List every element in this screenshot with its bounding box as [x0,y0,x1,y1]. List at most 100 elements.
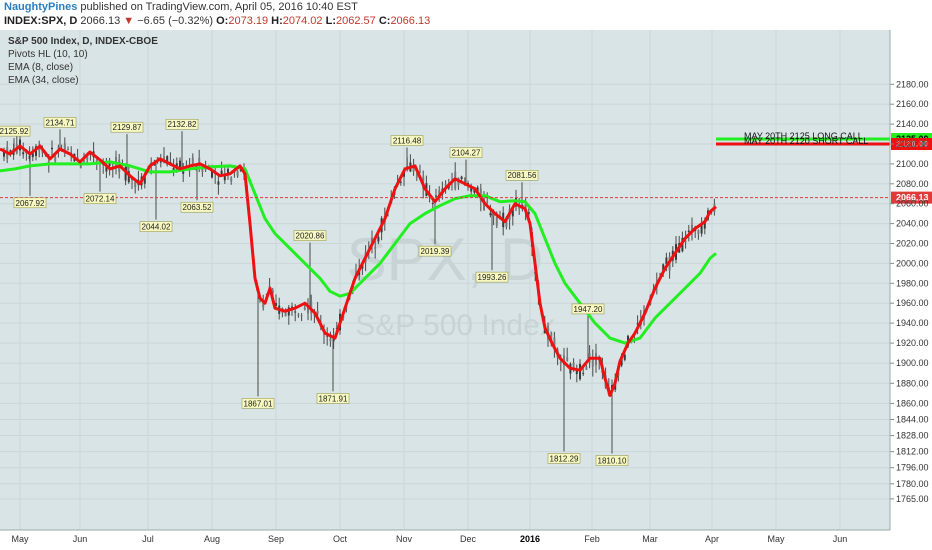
y-tick-label: 1940.00 [896,318,929,328]
candle-body [412,165,415,172]
pivot-label-box [139,221,173,232]
pivot-label: 2063.52 [183,203,212,212]
pivot-label: 2132.82 [168,120,197,129]
pivot-label: 1993.26 [478,273,507,282]
ema-8-line [0,144,717,397]
y-tick-label: 1844.00 [896,414,929,424]
candle-body [143,173,146,184]
x-tick-label: Aug [204,534,220,544]
candle-body [211,170,213,178]
candle-body [307,305,309,314]
axis-background [890,30,932,550]
low-value: 2062.57 [336,15,376,27]
pivot-label-box [595,455,629,466]
y-tick-label: 2160.00 [896,99,929,109]
candle-body [300,315,303,317]
y-tick-label: 2140.00 [896,119,929,129]
candle-body [236,170,239,177]
candle-body [492,214,495,217]
y-tick-label: 1860.00 [896,398,929,408]
candle-body [303,307,306,310]
chart-header: NaughtyPines published on TradingView.co… [0,0,932,30]
candle-body [163,156,165,160]
pivot-label: 2125.92 [0,127,29,136]
candle-body [57,147,60,149]
symbol-line: INDEX:SPX, D 2066.13 ▼ −6.65 (−0.32%) O:… [4,15,430,27]
x-tick-label: Sep [268,534,284,544]
y-tick-label: 1880.00 [896,378,929,388]
candle-body [662,264,665,273]
candle-body [444,184,447,186]
pivot-label: 1867.01 [244,399,273,408]
time-axis[interactable]: May Jun Jul Aug Sep Oct Nov Dec 2016 Feb Mar Apr May… [0,529,890,544]
candle-body [435,195,437,197]
pivot-label-box [316,393,350,404]
open-value: 2073.19 [228,15,269,27]
x-tick-label: Feb [584,534,600,544]
symbol-name[interactable]: INDEX:SPX, D [4,15,78,27]
high-label: H: [271,15,283,27]
x-tick-label: May [11,534,29,544]
pivot-label-box [165,118,199,130]
candle-body [316,310,319,314]
x-tick-label: Oct [333,534,348,544]
y-tick-label: 2060.00 [896,199,929,209]
candle-body [217,181,220,185]
y-tick-label: 2000.00 [896,258,929,268]
pivot-label: 2129.87 [113,123,142,132]
candle-body [582,372,585,374]
y-tick-label: 1765.00 [896,494,929,504]
publish-line: NaughtyPines published on TradingView.co… [4,1,358,13]
candle-body [134,181,137,188]
pivot-label: 1812.29 [550,454,579,463]
pivot-label: 1810.10 [598,457,627,466]
candle-body [415,176,418,178]
candle-body [179,160,181,167]
candle-body [22,152,25,155]
candle-body [518,206,521,209]
candle-body [51,147,53,150]
legend: S&P 500 Index, D, INDEX-CBOE Pivots HL (… [8,36,158,86]
y-tick-label: 1960.00 [896,298,929,308]
pivot-label: 2134.71 [46,118,75,127]
y-tick-label: 2100.00 [896,159,929,169]
author-link[interactable]: NaughtyPines [4,1,78,13]
candle-body [105,166,108,172]
candle-body [470,186,473,192]
level-tag [891,138,932,150]
candle-body [284,310,287,317]
candle-body [63,143,66,153]
candle-body [79,164,82,168]
pivot-labels: 2125.92 2134.71 2067.92 2072.14 2129.87 2044.… [0,117,629,466]
x-tick-label: Dec [460,534,477,544]
candle-body [220,170,223,175]
candle-body [227,168,229,174]
candle-body [38,147,41,151]
candle-body [271,290,274,294]
candle-body [684,240,687,243]
candle-body [9,150,12,152]
legend-ema8: EMA (8, close) [8,62,73,73]
watermark-name: S&P 500 Index [355,309,555,342]
x-tick-label: Nov [396,534,413,544]
pivot-label-box [547,453,581,464]
candle-body [553,337,556,350]
y-tick-label: 2120.00 [896,139,929,149]
candle-body [291,306,293,308]
y-tick-label: 1780.00 [896,479,929,489]
legend-ema34: EMA (34, close) [8,75,79,86]
pivot-label: 2081.56 [508,171,537,180]
candle-body [377,236,380,242]
y-tick-label: 2020.00 [896,239,929,249]
pivot-label-box [418,245,452,257]
candle-body [623,354,626,360]
pivot-label-box [241,398,275,409]
candle-body [511,209,514,217]
last-price-label: 2066.13 [896,193,929,203]
price-axis[interactable]: 2180.00 2160.00 2140.00 2120.00 2100.00 2080.… [889,30,929,530]
pivot-label-box [293,230,327,241]
y-tick-label: 1796.00 [896,463,929,473]
candle-body [230,177,233,182]
x-tick-label: Apr [705,534,719,544]
